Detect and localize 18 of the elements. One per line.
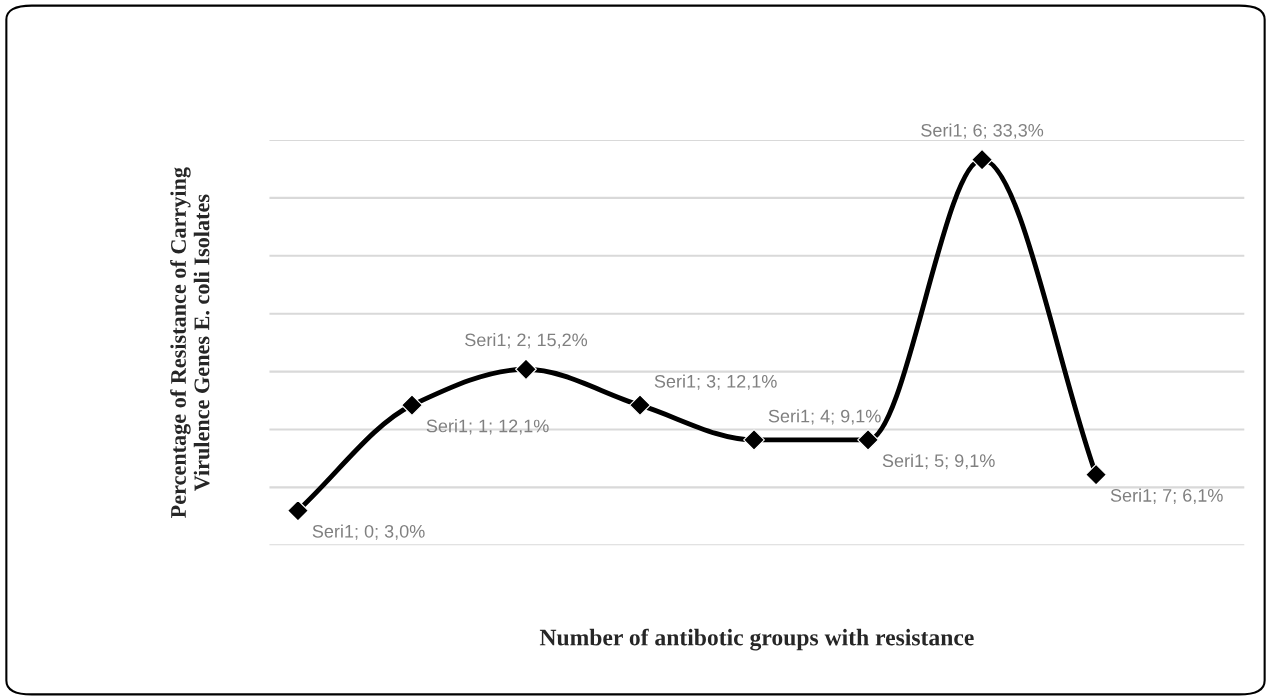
data-label: Seri1; 3; 12,1% [654,374,777,390]
x-axis-title: Number of antibotic groups with resistance [539,628,974,651]
point [857,429,879,451]
point [1085,463,1107,486]
data-label: Seri1; 1; 12,1% [426,419,549,435]
point [515,358,537,381]
point [401,394,423,417]
data-label: Seri1; 0; 3,0% [312,524,425,540]
point [287,499,309,522]
data-label: Seri1; 4; 9,1% [768,409,881,425]
data-label: Seri1; 5; 9,1% [882,453,995,470]
data-label: Seri1; 2; 15,2% [465,333,588,349]
data-label: Seri1; 7; 6,1% [1110,488,1223,504]
point [971,148,993,171]
data-label: Seri1; 6; 33,3% [921,123,1044,139]
point [629,394,651,417]
y-axis-title: Percentage of Resistance of Carrying Virulence Genes E. coli Isolates [170,167,210,518]
point [743,429,765,451]
